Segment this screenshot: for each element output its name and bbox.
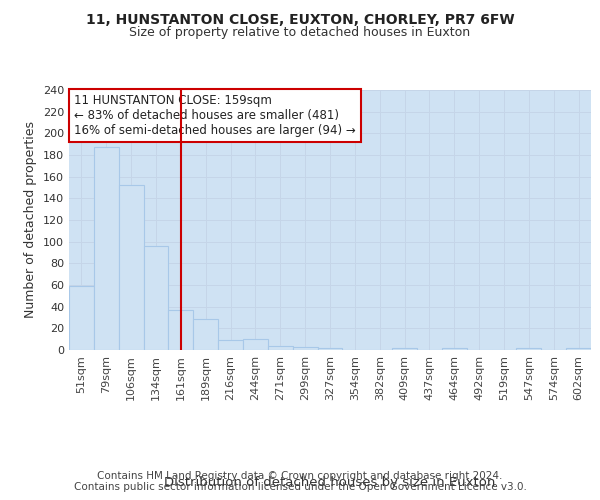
Bar [442,348,467,350]
Bar [243,339,268,350]
Bar [193,318,218,350]
Bar [218,340,243,350]
Bar [392,348,417,350]
X-axis label: Distribution of detached houses by size in Euxton: Distribution of detached houses by size … [164,476,496,490]
Bar [69,286,94,350]
Bar [143,246,169,350]
Bar [517,348,541,350]
Bar [119,186,143,350]
Bar [566,348,591,350]
Text: Size of property relative to detached houses in Euxton: Size of property relative to detached ho… [130,26,470,39]
Bar [94,148,119,350]
Bar [293,347,317,350]
Bar [317,348,343,350]
Bar [268,346,293,350]
Text: 11 HUNSTANTON CLOSE: 159sqm
← 83% of detached houses are smaller (481)
16% of se: 11 HUNSTANTON CLOSE: 159sqm ← 83% of det… [74,94,356,137]
Text: Contains HM Land Registry data © Crown copyright and database right 2024.
Contai: Contains HM Land Registry data © Crown c… [74,471,526,492]
Y-axis label: Number of detached properties: Number of detached properties [25,122,37,318]
Bar [169,310,193,350]
Text: 11, HUNSTANTON CLOSE, EUXTON, CHORLEY, PR7 6FW: 11, HUNSTANTON CLOSE, EUXTON, CHORLEY, P… [86,12,514,26]
